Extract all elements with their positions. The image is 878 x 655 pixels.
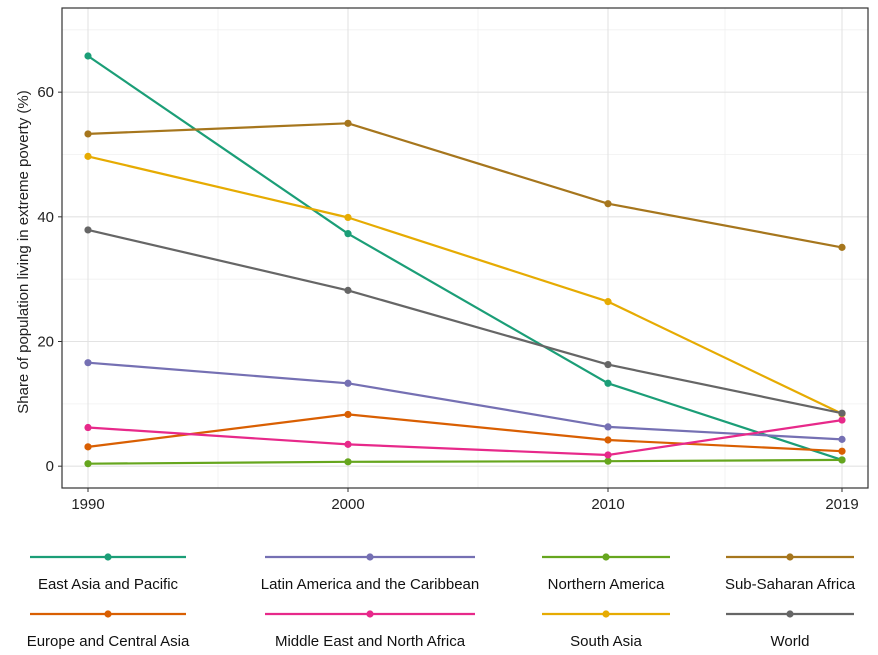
data-point — [604, 436, 612, 444]
data-point — [84, 460, 92, 468]
series-middle-east-and-north-africa — [84, 416, 846, 459]
data-point — [84, 443, 92, 451]
data-point — [838, 409, 846, 417]
series-world — [84, 226, 846, 417]
series-latin-america-and-the-caribbean — [84, 359, 846, 443]
legend-label: Middle East and North Africa — [275, 633, 466, 650]
legend-label: Europe and Central Asia — [27, 633, 190, 650]
series-europe-and-central-asia — [84, 410, 846, 455]
data-point — [344, 213, 352, 222]
axes: 0 20 40 60 1990 2000 2010 2019 — [37, 84, 858, 513]
legend: East Asia and Pacific Latin America and t… — [27, 553, 856, 650]
data-point — [838, 243, 846, 251]
data-point — [84, 423, 92, 432]
legend-label: World — [771, 633, 810, 650]
series-northern-america — [84, 456, 846, 468]
legend-label: East Asia and Pacific — [38, 576, 179, 593]
y-tick-label: 0 — [46, 458, 54, 475]
legend-marker — [602, 553, 610, 561]
series-line — [87, 419, 843, 457]
series-lines — [84, 52, 846, 468]
series-south-asia — [84, 152, 846, 418]
legend-item: East Asia and Pacific — [30, 553, 186, 593]
data-point — [838, 435, 846, 443]
data-point — [344, 379, 352, 387]
data-point — [84, 130, 92, 138]
y-axis-title: Share of population living in extreme po… — [15, 90, 32, 414]
legend-label: Latin America and the Caribbean — [261, 576, 479, 593]
data-point — [84, 52, 92, 60]
legend-item: Sub-Saharan Africa — [725, 553, 856, 593]
data-point — [84, 152, 92, 160]
series-line — [87, 55, 843, 461]
x-tick-label: 1990 — [71, 496, 104, 513]
data-point — [604, 360, 612, 369]
legend-item: South Asia — [542, 610, 670, 650]
data-point — [604, 423, 612, 431]
data-point — [344, 410, 352, 419]
series-sub-saharan-africa — [84, 119, 846, 251]
y-tick-label: 60 — [37, 84, 54, 101]
legend-label: Northern America — [548, 576, 665, 593]
data-point — [604, 298, 612, 306]
data-point — [344, 119, 352, 127]
data-point — [344, 458, 352, 466]
data-point — [604, 200, 612, 208]
y-tick-label: 20 — [37, 334, 54, 351]
series-line — [87, 155, 843, 415]
data-point — [344, 440, 352, 448]
data-point — [604, 379, 612, 387]
x-tick-label: 2000 — [331, 496, 364, 513]
legend-marker — [104, 553, 112, 561]
data-point — [838, 447, 846, 455]
data-point — [604, 457, 612, 465]
data-point — [604, 451, 612, 459]
series-line — [87, 458, 843, 465]
legend-item: Middle East and North Africa — [265, 610, 475, 650]
y-tick-label: 40 — [37, 209, 54, 226]
series-line — [87, 228, 843, 415]
legend-marker — [366, 610, 374, 618]
x-tick-label: 2010 — [591, 496, 624, 513]
series-line — [87, 122, 843, 249]
legend-marker — [786, 610, 794, 618]
series-line — [87, 361, 843, 441]
legend-marker — [104, 610, 112, 618]
plot-border — [61, 7, 869, 489]
legend-item: Europe and Central Asia — [27, 610, 190, 650]
legend-label: Sub-Saharan Africa — [725, 576, 856, 593]
legend-marker — [786, 553, 794, 561]
x-tick-label: 2019 — [825, 496, 858, 513]
data-point — [344, 286, 352, 294]
legend-label: South Asia — [570, 633, 642, 650]
data-point — [838, 456, 846, 464]
series-line — [87, 413, 843, 453]
legend-marker — [602, 610, 610, 618]
grid-lines — [62, 8, 868, 488]
data-point — [344, 230, 352, 238]
data-point — [838, 416, 846, 424]
legend-item: Northern America — [542, 553, 670, 593]
legend-marker — [366, 553, 374, 561]
data-point — [84, 359, 92, 367]
data-point — [84, 226, 92, 234]
legend-item: Latin America and the Caribbean — [261, 553, 479, 593]
legend-item: World — [726, 610, 854, 650]
